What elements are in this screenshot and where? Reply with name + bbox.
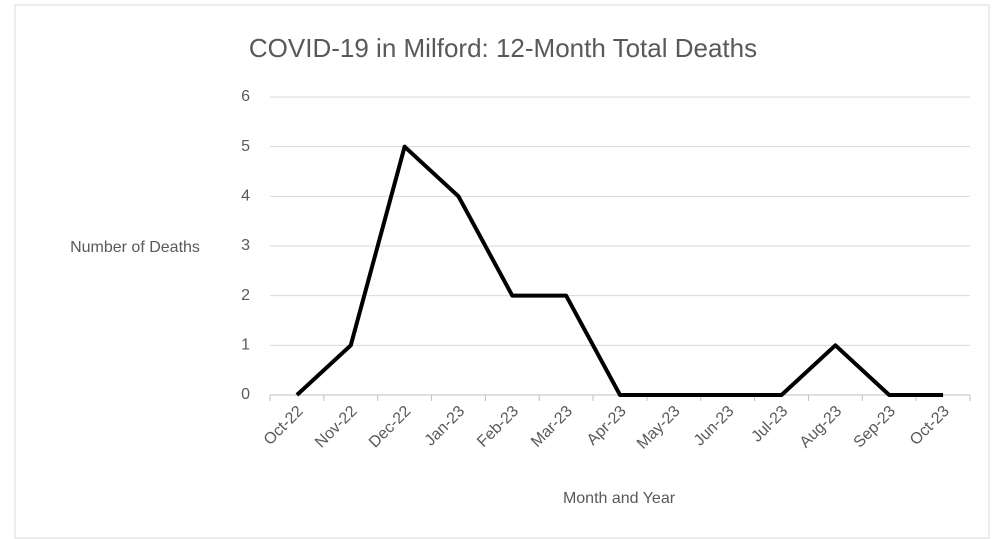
y-tick-label: 6 — [241, 88, 250, 105]
y-tick-label: 1 — [241, 337, 250, 354]
chart-frame — [14, 4, 990, 539]
y-tick-label: 0 — [241, 386, 250, 403]
y-tick-label: 2 — [241, 287, 250, 304]
chart-title: COVID-19 in Milford: 12-Month Total Deat… — [249, 33, 757, 63]
y-tick-label: 3 — [241, 237, 250, 254]
y-tick-label: 5 — [241, 138, 250, 155]
y-tick-label: 4 — [241, 188, 250, 205]
data-line — [295, 144, 944, 397]
y-axis-label: Number of Deaths — [70, 239, 200, 256]
x-axis-label: Month and Year — [563, 490, 676, 507]
